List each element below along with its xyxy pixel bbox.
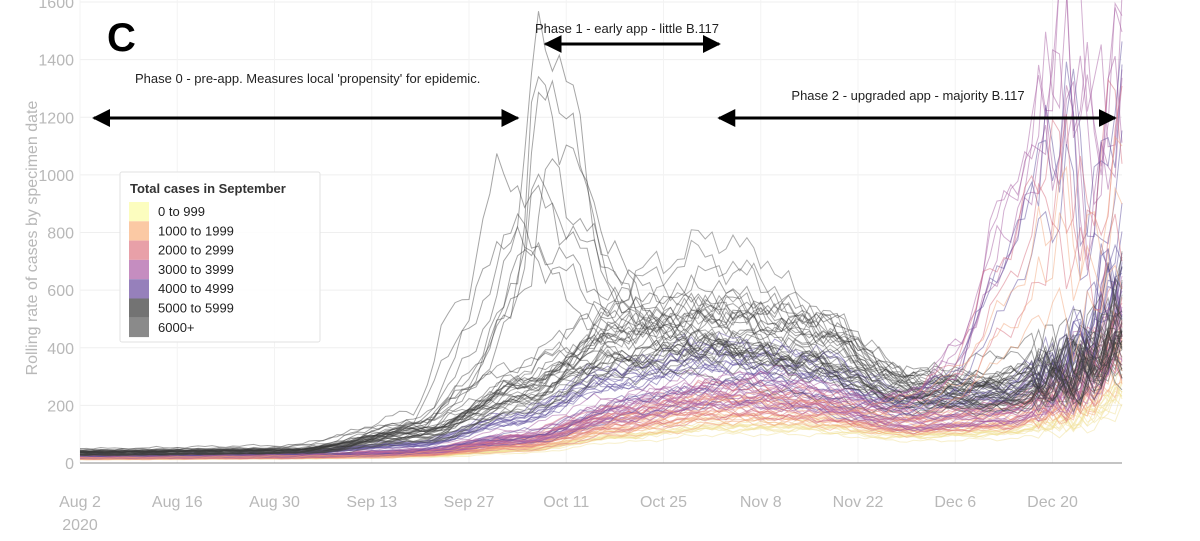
series-line [79,203,1123,456]
legend-swatch [129,317,149,338]
series-line [79,153,1123,451]
series-line [79,306,1123,454]
x-axis: Aug 2 Aug 16 Aug 30 Sep 13 Sep 27 Oct 11 Oct 2… [59,494,1078,534]
x-tick-label: Sep 27 [444,494,495,511]
legend-swatch [129,298,149,318]
legend-label: 0 to 999 [158,204,205,219]
y-tick-label: 200 [47,398,74,415]
series-line [79,229,1123,456]
y-tick-label: 1400 [38,53,74,70]
series-line [79,309,1123,454]
series-line [80,241,1123,455]
series-line [79,75,1123,453]
series-line [79,251,1123,454]
legend-swatch [129,202,149,222]
series-line [79,79,1123,453]
legend-swatch [129,221,149,241]
phase-label: Phase 2 - upgraded app - majority B.117 [791,88,1024,103]
x-tick-label: Oct 11 [543,494,589,511]
legend-label: 5000 to 5999 [158,301,234,316]
y-axis-label: Rolling rate of cases by specimen date [24,100,41,375]
legend-swatch [129,259,149,280]
y-tick-label: 1600 [38,0,74,12]
y-tick-label: 400 [47,341,74,358]
legend: Total cases in September 0 to 999 1000 to … [119,171,321,343]
phase-label: Phase 0 - pre-app. Measures local 'prope… [135,71,480,86]
series-line [79,310,1123,455]
series-line [79,331,1123,457]
legend-label: 6000+ [158,320,195,335]
series-line [79,334,1123,456]
y-tick-label: 600 [47,283,74,300]
series-line [79,135,1123,459]
series-line [80,262,1123,457]
series-line [79,341,1123,457]
series-line [79,294,1123,455]
y-tick-label: 1200 [38,110,74,127]
legend-swatch [129,240,149,260]
series-line [79,296,1123,456]
series-line [79,292,1123,453]
y-tick-label: 0 [65,456,74,473]
series-line [80,262,1123,452]
x-tick-label: Nov 22 [833,494,884,511]
legend-swatch [129,279,149,299]
x-tick-label: Dec 20 [1027,494,1078,511]
x-tick-label: Dec 6 [934,494,976,511]
x-tick-label: Sep 13 [346,494,397,511]
phase-annotations: Phase 0 - pre-app. Measures local 'prope… [92,21,1117,127]
legend-label: 4000 to 4999 [158,281,234,296]
series-line [79,328,1123,456]
series-lines [79,0,1123,461]
x-tick-label: Nov 8 [740,494,782,511]
series-line [79,11,1123,451]
series-line [79,302,1123,456]
series-line [80,231,1123,456]
series-line [79,312,1123,456]
series-line [79,186,1123,460]
x-year-label: 2020 [62,517,98,534]
series-line [79,348,1123,457]
legend-title: Total cases in September [130,181,286,196]
y-axis: 0 200 400 600 800 1000 1200 1400 1600 [38,0,74,473]
legend-label: 1000 to 1999 [158,223,234,238]
legend-label: 3000 to 3999 [158,262,234,277]
y-tick-label: 1000 [38,168,74,185]
series-line [79,212,1123,453]
x-tick-label: Aug 30 [249,494,300,511]
series-line [79,334,1123,456]
x-tick-label: Aug 16 [152,494,203,511]
x-tick-label: Oct 25 [640,494,687,511]
x-tick-label: Aug 2 [59,494,101,511]
legend-box [119,171,321,343]
series-line [79,239,1123,457]
legend-label: 2000 to 2999 [158,243,234,258]
phase-label: Phase 1 - early app - little B.117 [535,21,719,36]
series-line [79,225,1123,454]
series-line [79,264,1123,461]
y-tick-label: 800 [47,226,74,243]
panel-label: C [107,16,136,60]
series-line [79,311,1123,454]
